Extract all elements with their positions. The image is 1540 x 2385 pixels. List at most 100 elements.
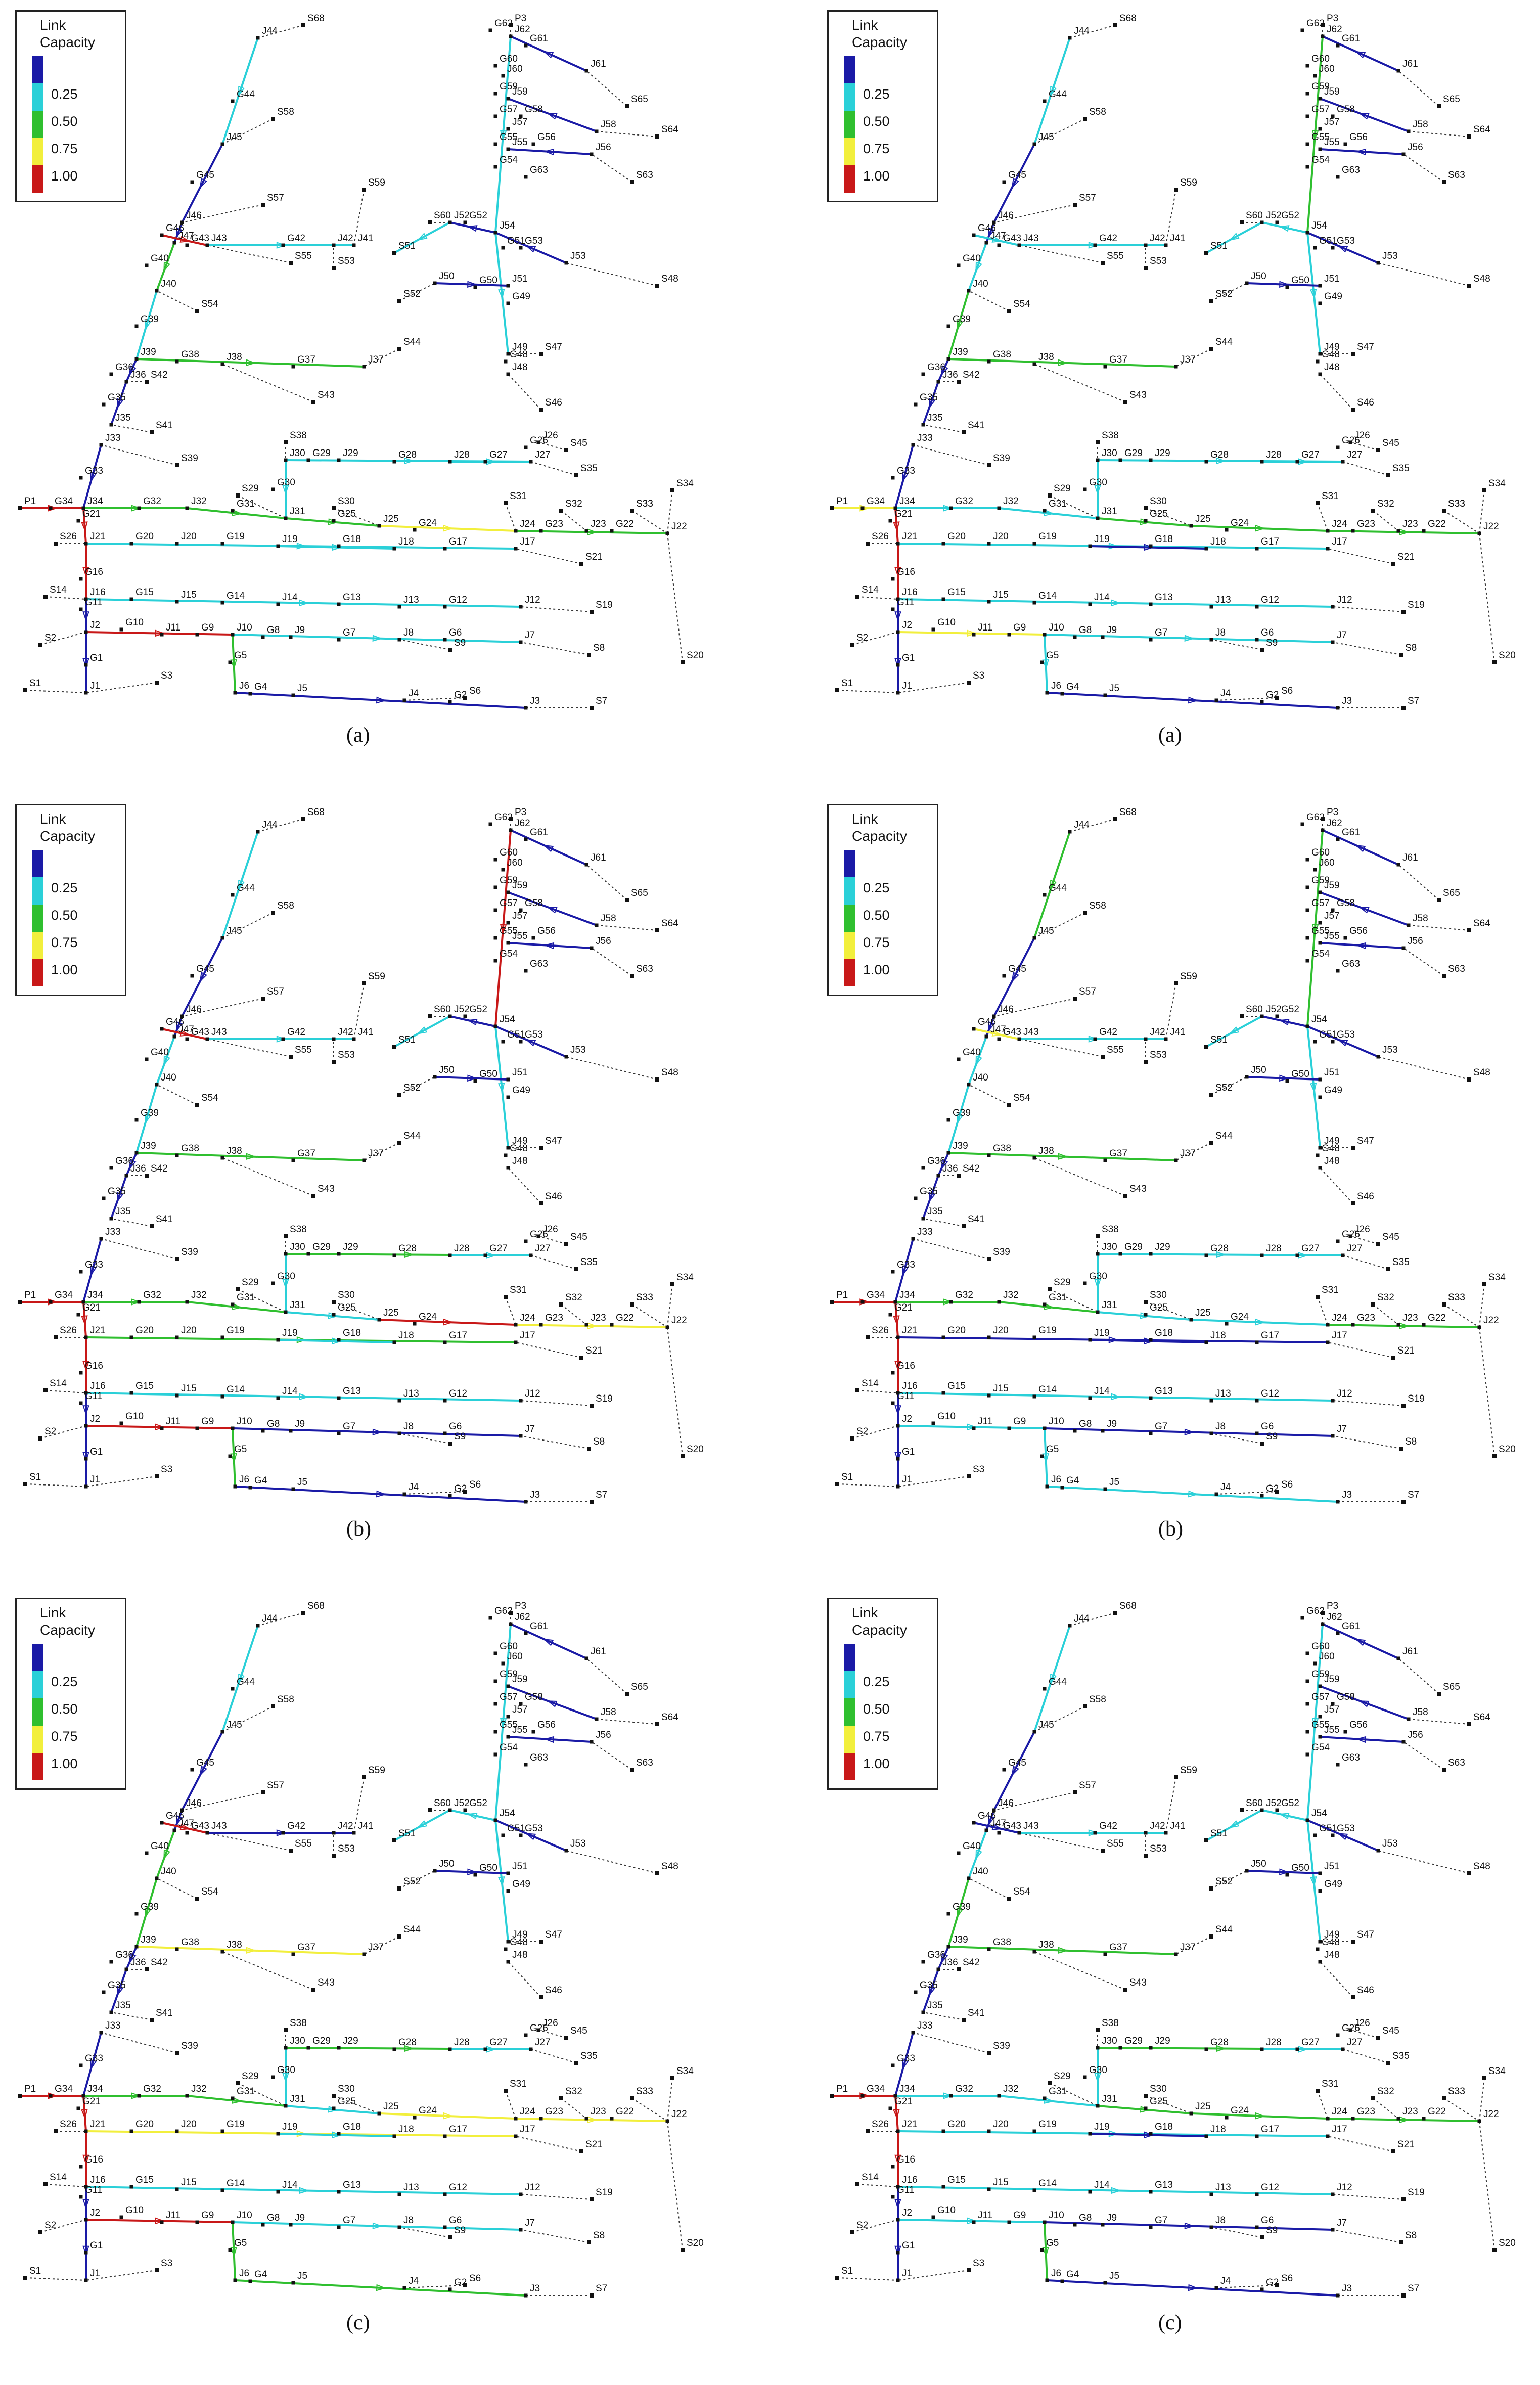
- node-s19: [590, 1404, 594, 1408]
- node-label: G28: [398, 449, 417, 460]
- node-j58: [1407, 1717, 1411, 1721]
- node-label: G20: [947, 531, 966, 542]
- flow-arrow-icon: [894, 611, 901, 622]
- node-g15: [941, 2185, 945, 2189]
- node-label: J46: [998, 1004, 1014, 1015]
- node-label: S1: [841, 1472, 853, 1482]
- node-s19: [1401, 2197, 1406, 2201]
- flow-arrow-icon: [928, 398, 936, 409]
- service-link: [182, 204, 263, 223]
- node-s58: [1083, 911, 1087, 915]
- node-j43: [205, 1037, 209, 1041]
- node-label: S32: [1377, 1292, 1394, 1303]
- node-j56: [1401, 946, 1406, 950]
- node-j47: [984, 241, 988, 245]
- node-s63: [630, 974, 634, 978]
- node-label: J18: [1210, 2124, 1226, 2135]
- link-capacity-legend: Link Capacity 0.25 0.50 0.75 1.00: [15, 10, 126, 202]
- node-label: J36: [130, 1957, 146, 1968]
- flow-arrow-icon: [1042, 1453, 1049, 1464]
- node-g53: [519, 246, 523, 250]
- node-j62: [1321, 1622, 1325, 1626]
- node-g22: [610, 1323, 614, 1327]
- node-j56: [1401, 1740, 1406, 1744]
- node-g28: [1204, 1253, 1208, 1257]
- node-j29: [337, 458, 341, 462]
- pipe-link-j36-j35: [110, 381, 127, 425]
- legend-title-line1: Link: [40, 17, 66, 33]
- node-label: J21: [90, 1325, 106, 1336]
- service-link: [1019, 245, 1103, 263]
- node-g43: [997, 1831, 1001, 1835]
- node-j61: [584, 69, 588, 73]
- node-label: S47: [1357, 342, 1374, 352]
- node-s47: [1351, 1146, 1355, 1150]
- node-label: G23: [1357, 519, 1375, 529]
- flow-arrow-icon: [1011, 178, 1019, 189]
- node-j47: [984, 1034, 988, 1039]
- node-label: S42: [151, 1957, 168, 1968]
- node-label: G7: [343, 1421, 355, 1432]
- node-label: S1: [29, 1472, 41, 1482]
- node-label: G42: [287, 233, 305, 244]
- node-label: G11: [897, 2185, 915, 2195]
- node-label: G48: [1322, 1937, 1340, 1948]
- node-j60: [1313, 1661, 1317, 1666]
- node-label: S31: [1322, 1285, 1339, 1295]
- service-link: [1332, 606, 1404, 612]
- node-label: J8: [403, 627, 414, 638]
- node-j57: [506, 1715, 510, 1719]
- node-g16: [891, 1371, 895, 1375]
- node-label: G48: [510, 1143, 528, 1154]
- node-g55: [493, 142, 497, 146]
- node-label: S19: [596, 1393, 613, 1404]
- node-j42: [332, 243, 336, 247]
- service-link: [1398, 70, 1439, 107]
- node-label: S45: [1382, 1232, 1399, 1242]
- node-label: J58: [1413, 913, 1428, 924]
- node-label: S33: [636, 499, 653, 509]
- node-j35: [921, 1217, 925, 1221]
- node-label: S46: [1357, 397, 1374, 408]
- node-g31: [231, 2096, 235, 2100]
- node-label: P3: [1327, 1601, 1338, 1611]
- node-j4: [402, 698, 406, 702]
- node-label: G12: [449, 595, 467, 605]
- legend-title-line2: Capacity: [40, 828, 95, 844]
- node-g36: [921, 1960, 925, 1964]
- node-label: G50: [479, 1069, 497, 1079]
- node-s57: [1073, 203, 1077, 207]
- node-label: G45: [196, 1758, 214, 1768]
- node-label: G62: [1306, 812, 1325, 823]
- node-g27: [483, 460, 487, 464]
- node-j30: [284, 1252, 288, 1256]
- service-link: [530, 1255, 577, 1270]
- pipe-link-j16-j12: [85, 598, 521, 608]
- node-g6: [443, 2225, 447, 2229]
- node-j15: [175, 1393, 179, 1398]
- node-label: G16: [85, 2154, 103, 2165]
- node-label: S59: [368, 177, 385, 188]
- node-j17: [1326, 1340, 1330, 1344]
- node-g34: [860, 2094, 865, 2098]
- node-label: J21: [902, 1325, 918, 1336]
- node-label: J26: [542, 1224, 558, 1235]
- node-label: J19: [1094, 1328, 1110, 1338]
- node-label: G24: [419, 518, 437, 528]
- node-label: J18: [398, 536, 414, 547]
- node-j18: [392, 2134, 396, 2138]
- pipe-link-j40-j39: [947, 1878, 970, 1947]
- service-link: [1403, 154, 1444, 183]
- node-j62: [509, 1622, 513, 1626]
- node-s38: [284, 1234, 288, 1238]
- node-label: J6: [239, 2268, 249, 2279]
- node-label: J11: [166, 622, 180, 633]
- node-j33: [99, 2031, 103, 2035]
- node-label: S14: [50, 2172, 67, 2183]
- service-link: [993, 998, 1075, 1017]
- node-j21: [84, 542, 88, 546]
- service-link: [101, 444, 177, 466]
- node-label: G23: [1357, 1313, 1375, 1323]
- node-g31: [1043, 1302, 1047, 1307]
